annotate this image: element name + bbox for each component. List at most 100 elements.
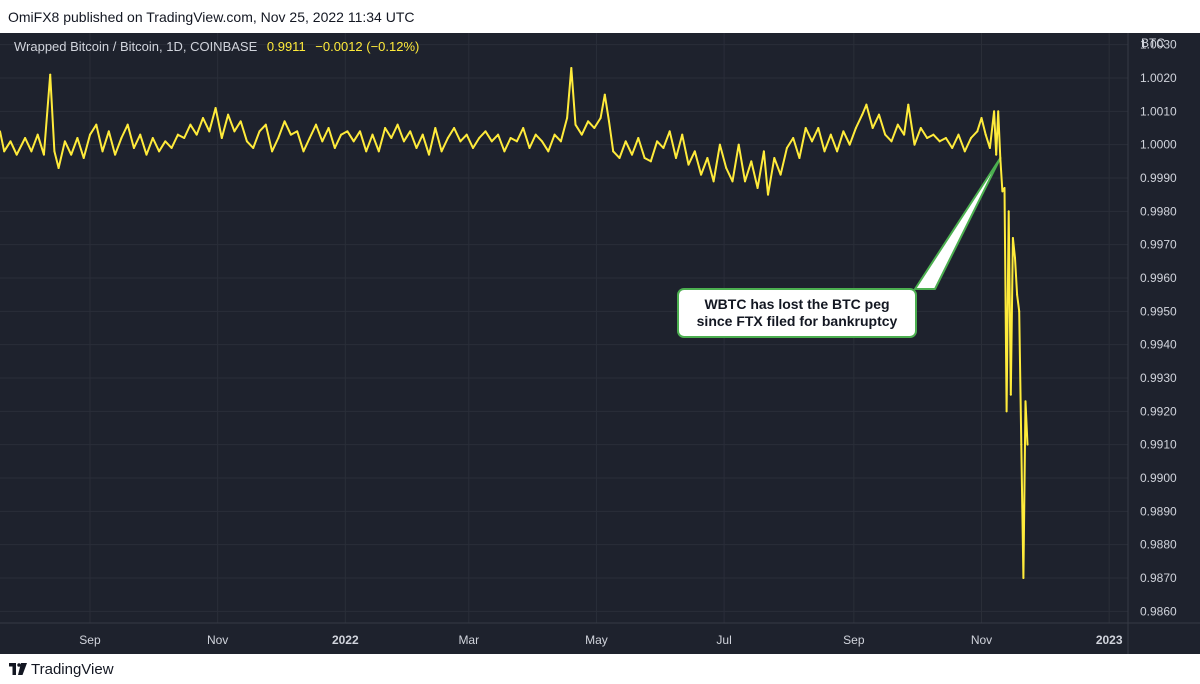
data-point xyxy=(938,140,941,143)
data-point xyxy=(195,133,198,136)
data-point xyxy=(158,150,161,153)
data-point xyxy=(842,130,845,133)
data-point xyxy=(49,73,52,76)
data-point xyxy=(484,130,487,133)
data-point xyxy=(321,140,324,143)
data-point xyxy=(668,130,671,133)
data-point xyxy=(220,137,223,139)
data-point xyxy=(327,127,330,129)
data-point xyxy=(277,137,280,139)
data-point xyxy=(390,137,393,139)
data-point xyxy=(1016,293,1019,296)
data-point xyxy=(976,130,979,133)
data-point xyxy=(865,103,868,106)
data-point xyxy=(315,123,318,126)
y-tick-label: 1.0010 xyxy=(1140,104,1177,118)
symbol-name: Wrapped Bitcoin / Bitcoin, 1D, COINBASE xyxy=(14,39,258,54)
data-point xyxy=(687,163,690,166)
chart-panel[interactable]: 1.0030 1.0020 1.0010 1.0000 0.9990 0.9980 0.99… xyxy=(0,33,1200,654)
data-point xyxy=(896,123,899,126)
price-chart[interactable]: 1.0030 1.0020 1.0010 1.0000 0.9990 0.9980 0.99… xyxy=(0,33,1200,654)
data-point xyxy=(984,133,987,136)
data-point xyxy=(170,147,173,149)
data-point xyxy=(302,150,305,153)
annotation-callout[interactable]: WBTC has lost the BTC peg since FTX file… xyxy=(677,288,917,338)
price-scale: 1.0030 1.0020 1.0010 1.0000 0.9990 0.9980 0.99… xyxy=(1140,38,1177,619)
data-point xyxy=(402,140,405,143)
data-point xyxy=(848,143,851,146)
data-point xyxy=(95,123,98,126)
data-point xyxy=(145,153,148,156)
data-point xyxy=(522,127,525,129)
data-point xyxy=(903,133,906,136)
data-point xyxy=(63,140,66,143)
y-tick-label: 0.9990 xyxy=(1140,171,1177,185)
symbol-legend[interactable]: Wrapped Bitcoin / Bitcoin, 1D, COINBASE … xyxy=(14,39,419,54)
data-point xyxy=(580,133,583,136)
data-point xyxy=(183,137,186,139)
data-point xyxy=(1018,310,1021,313)
data-point xyxy=(993,110,996,113)
callout-pointer xyxy=(914,157,1002,290)
data-point xyxy=(333,147,336,149)
last-price: 0.9911 xyxy=(266,39,306,54)
data-point xyxy=(120,137,123,139)
data-point xyxy=(861,113,864,116)
data-point xyxy=(24,137,27,139)
data-point xyxy=(271,150,274,153)
data-point xyxy=(618,157,621,159)
data-point xyxy=(421,133,424,136)
data-point xyxy=(434,127,437,129)
data-point xyxy=(607,120,610,123)
data-point xyxy=(340,133,343,136)
y-tick-label: 0.9970 xyxy=(1140,238,1177,252)
data-point xyxy=(712,180,715,183)
data-point xyxy=(995,153,998,156)
data-point xyxy=(214,107,217,109)
x-tick-label: Sep xyxy=(79,633,101,647)
data-point xyxy=(681,133,684,136)
data-point xyxy=(296,130,299,133)
data-point xyxy=(57,167,60,169)
y-tick-label: 0.9960 xyxy=(1140,271,1177,285)
data-point xyxy=(553,133,556,136)
data-point xyxy=(541,140,544,143)
data-point xyxy=(674,157,677,159)
data-point xyxy=(612,150,615,153)
data-point xyxy=(239,120,242,123)
data-point xyxy=(913,143,916,146)
data-point xyxy=(693,150,696,153)
data-point xyxy=(534,133,537,136)
data-point xyxy=(988,147,991,149)
data-point xyxy=(587,120,590,123)
data-point xyxy=(453,127,456,129)
data-point xyxy=(245,140,248,143)
data-point xyxy=(756,187,759,189)
data-point xyxy=(1007,210,1010,213)
data-point xyxy=(798,157,801,159)
tradingview-logo-icon xyxy=(9,663,27,675)
data-point xyxy=(164,140,167,143)
data-point xyxy=(440,150,443,153)
data-point xyxy=(428,153,431,156)
data-point xyxy=(593,127,596,129)
data-point xyxy=(70,153,73,156)
data-point xyxy=(30,150,33,153)
data-point xyxy=(997,110,1000,113)
data-point xyxy=(836,150,839,153)
data-point xyxy=(547,150,550,153)
data-point xyxy=(289,133,292,136)
data-point xyxy=(409,130,412,133)
data-point xyxy=(750,160,753,163)
data-point xyxy=(264,123,267,126)
data-point xyxy=(283,120,286,123)
data-point xyxy=(1013,257,1016,259)
data-point xyxy=(792,137,795,139)
data-point xyxy=(980,117,983,119)
data-point xyxy=(762,150,765,153)
data-point xyxy=(574,123,577,126)
data-point xyxy=(515,140,518,143)
data-point xyxy=(201,117,204,119)
data-point xyxy=(932,133,935,136)
data-point xyxy=(1022,577,1025,579)
